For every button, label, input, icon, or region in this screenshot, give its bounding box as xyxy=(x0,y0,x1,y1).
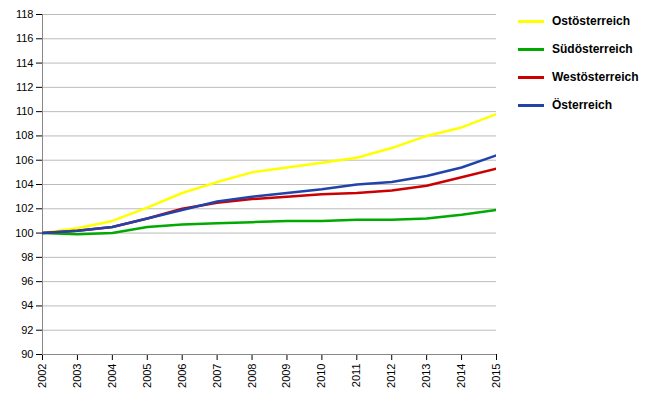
svg-text:2013: 2013 xyxy=(420,364,432,388)
svg-text:118: 118 xyxy=(16,8,34,20)
svg-text:102: 102 xyxy=(15,202,33,214)
svg-text:90: 90 xyxy=(21,348,33,360)
svg-text:2010: 2010 xyxy=(315,364,327,388)
svg-text:2007: 2007 xyxy=(211,364,223,388)
svg-text:2003: 2003 xyxy=(71,364,83,388)
svg-text:2008: 2008 xyxy=(246,364,258,388)
svg-text:106: 106 xyxy=(15,154,33,166)
svg-text:112: 112 xyxy=(16,81,34,93)
svg-text:104: 104 xyxy=(15,178,33,190)
svg-text:92: 92 xyxy=(21,324,33,336)
svg-text:2004: 2004 xyxy=(106,364,118,388)
svg-text:114: 114 xyxy=(16,57,34,69)
svg-text:2009: 2009 xyxy=(280,364,292,388)
svg-text:2015: 2015 xyxy=(490,364,502,388)
svg-text:2012: 2012 xyxy=(385,364,397,388)
html-text:Westösterreich: Westösterreich xyxy=(552,70,639,84)
svg-text:2002: 2002 xyxy=(36,364,48,388)
svg-text:2011: 2011 xyxy=(350,364,362,388)
svg-text:98: 98 xyxy=(21,251,33,263)
svg-text:116: 116 xyxy=(16,32,34,44)
svg-text:2014: 2014 xyxy=(455,364,467,388)
html-text:Ostösterreich: Ostösterreich xyxy=(552,14,630,28)
svg-text:94: 94 xyxy=(21,299,33,311)
svg-text:96: 96 xyxy=(21,275,33,287)
svg-text:2006: 2006 xyxy=(176,364,188,388)
svg-text:110: 110 xyxy=(16,105,34,117)
svg-text:2005: 2005 xyxy=(141,364,153,388)
html-text:Österreich: Österreich xyxy=(552,98,612,112)
html-text:Südösterreich: Südösterreich xyxy=(552,42,633,56)
svg-text:100: 100 xyxy=(15,227,33,239)
svg-text:108: 108 xyxy=(15,129,33,141)
